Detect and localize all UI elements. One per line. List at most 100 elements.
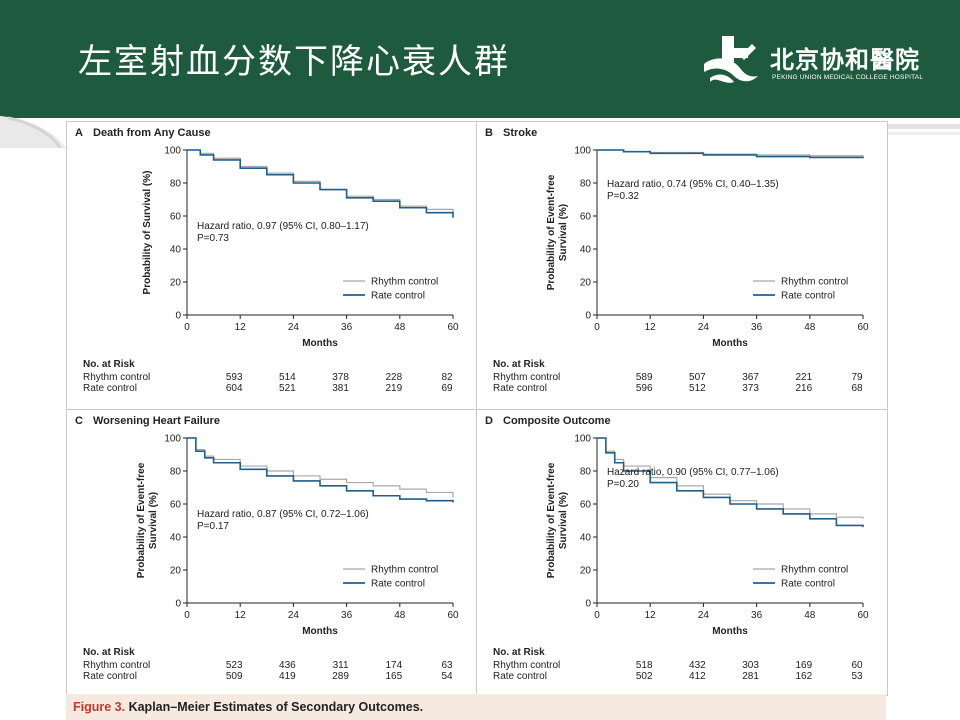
at-risk-value: 60: [851, 660, 863, 671]
x-tick-label: 36: [751, 610, 763, 621]
at-risk-value: 63: [441, 660, 453, 671]
y-tick-label: 60: [580, 500, 592, 511]
at-risk-header: No. at Risk: [493, 647, 545, 658]
at-risk-value: 228: [385, 372, 402, 383]
at-risk-row-label: Rate control: [493, 383, 547, 394]
y-axis-label: Probability of Event-free: [546, 174, 557, 290]
y-tick-label: 0: [585, 599, 591, 610]
panel-title: Stroke: [503, 127, 537, 139]
x-tick-label: 0: [594, 322, 600, 333]
at-risk-value: 68: [851, 383, 863, 394]
panel-letter: D: [485, 415, 493, 427]
series-line-rate-control: [597, 149, 864, 159]
y-tick-label: 80: [580, 467, 592, 478]
x-tick-label: 0: [184, 610, 190, 621]
at-risk-value: 216: [795, 383, 812, 394]
x-tick-label: 12: [645, 610, 657, 621]
at-risk-value: 507: [689, 372, 706, 383]
y-tick-label: 60: [170, 500, 182, 511]
x-tick-label: 60: [447, 322, 459, 333]
x-tick-label: 60: [447, 610, 459, 621]
at-risk-row-label: Rhythm control: [493, 372, 560, 383]
at-risk-row-label: Rate control: [83, 671, 137, 682]
y-tick-label: 40: [580, 533, 592, 544]
page-curl-decoration: [0, 116, 960, 148]
at-risk-value: 219: [385, 383, 402, 394]
at-risk-value: 54: [441, 671, 453, 682]
slide-title: 左室射血分数下降心衰人群: [78, 42, 510, 82]
hospital-emblem-icon: [704, 36, 758, 83]
panel-letter: B: [485, 127, 493, 139]
panel-title: Death from Any Cause: [93, 127, 211, 139]
at-risk-value: 221: [795, 372, 812, 383]
at-risk-value: 523: [226, 660, 243, 671]
y-tick-label: 100: [164, 434, 181, 445]
at-risk-value: 596: [636, 383, 653, 394]
y-tick-label: 20: [170, 278, 182, 289]
figure: A Death from Any Cause 0 20 40 60 80 100 0 12 24 36…: [66, 121, 888, 720]
at-risk-value: 281: [742, 671, 759, 682]
series-line-rate-control: [187, 149, 454, 218]
x-tick-label: 24: [698, 610, 710, 621]
y-tick-label: 40: [580, 245, 592, 256]
at-risk-value: 165: [385, 671, 402, 682]
y-axis-label: Probability of Event-free: [546, 462, 557, 578]
x-tick-label: 24: [698, 322, 710, 333]
y-tick-label: 100: [574, 434, 591, 445]
x-tick-label: 0: [594, 610, 600, 621]
at-risk-header: No. at Risk: [83, 359, 135, 370]
panel-b: B Stroke 0 20 40 60 80 100 0 12 24 36 48 60 Months Prob…: [476, 121, 888, 410]
at-risk-row-label: Rhythm control: [83, 660, 150, 671]
legend-label: Rhythm control: [781, 277, 848, 288]
at-risk-value: 311: [333, 660, 349, 671]
y-axis-label: Survival (%): [558, 492, 569, 549]
at-risk-row-label: Rate control: [493, 671, 547, 682]
at-risk-value: 419: [279, 671, 296, 682]
figure-caption-text: Kaplan–Meier Estimates of Secondary Outc…: [128, 700, 424, 714]
at-risk-row-label: Rhythm control: [83, 372, 150, 383]
at-risk-value: 604: [226, 383, 243, 394]
y-axis-label: Survival (%): [558, 204, 569, 261]
x-tick-label: 12: [235, 610, 247, 621]
hazard-ratio-annotation: Hazard ratio, 0.87 (95% CI, 0.72–1.06): [197, 509, 369, 520]
panel-c: C Worsening Heart Failure 0 20 40 60 80 100 0 12 2…: [66, 409, 477, 696]
at-risk-value: 381: [332, 383, 349, 394]
figure-caption: Figure 3. Kaplan–Meier Estimates of Seco…: [66, 694, 886, 720]
x-tick-label: 12: [645, 322, 657, 333]
y-axis-label: Probability of Survival (%): [142, 171, 153, 295]
x-tick-label: 48: [394, 610, 406, 621]
x-tick-label: 36: [341, 610, 353, 621]
at-risk-value: 303: [742, 660, 759, 671]
y-tick-label: 0: [585, 311, 591, 322]
y-tick-label: 40: [170, 533, 182, 544]
y-tick-label: 100: [164, 146, 181, 157]
at-risk-value: 53: [851, 671, 863, 682]
legend-label: Rate control: [781, 579, 835, 590]
x-tick-label: 36: [341, 322, 353, 333]
at-risk-value: 162: [795, 671, 812, 682]
legend-label: Rhythm control: [371, 277, 438, 288]
legend-label: Rate control: [781, 291, 835, 302]
x-tick-label: 48: [394, 322, 406, 333]
x-tick-label: 24: [288, 610, 300, 621]
y-tick-label: 80: [170, 179, 182, 190]
km-chart-d: D Composite Outcome 0 20 40 60 80 100 0 12 24 36 48 6…: [485, 415, 869, 682]
at-risk-value: 289: [332, 671, 349, 682]
panel-a: A Death from Any Cause 0 20 40 60 80 100 0 12 24 36…: [66, 121, 477, 410]
hazard-ratio-annotation: Hazard ratio, 0.97 (95% CI, 0.80–1.17): [197, 221, 369, 232]
at-risk-value: 174: [385, 660, 402, 671]
x-axis-label: Months: [302, 626, 338, 637]
at-risk-row-label: Rhythm control: [493, 660, 560, 671]
y-tick-label: 100: [574, 146, 591, 157]
y-tick-label: 0: [175, 311, 181, 322]
panel-title: Worsening Heart Failure: [93, 415, 220, 427]
y-axis-label: Probability of Event-free: [136, 462, 147, 578]
hazard-ratio-annotation: Hazard ratio, 0.90 (95% CI, 0.77–1.06): [607, 467, 779, 478]
at-risk-value: 518: [636, 660, 653, 671]
x-tick-label: 24: [288, 322, 300, 333]
x-axis-label: Months: [712, 338, 748, 349]
km-chart-b: B Stroke 0 20 40 60 80 100 0 12 24 36 48 60 Months Prob…: [485, 127, 869, 394]
y-axis-label: Survival (%): [148, 492, 159, 549]
y-tick-label: 80: [170, 467, 182, 478]
at-risk-value: 69: [441, 383, 453, 394]
